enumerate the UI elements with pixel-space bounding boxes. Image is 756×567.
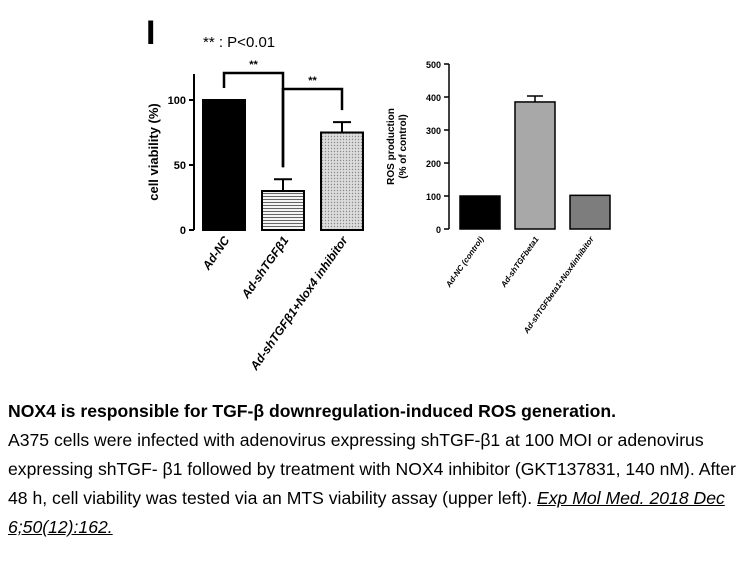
caption-body: A375 cells were infected with adenovirus… xyxy=(8,430,736,508)
ros-production-chart: 0 100 200 300 400 500 ROS production(% of cont… xyxy=(386,60,611,336)
caption-citation[interactable]: Exp Mol Med. 2018 Dec 6;50(12):162. xyxy=(8,488,725,537)
category-label: Ad-NC xyxy=(199,233,233,273)
y-tick-label: 100 xyxy=(426,192,441,202)
y-tick-label: 0 xyxy=(436,225,441,235)
caption-title: NOX4 is responsible for TGF-β downregula… xyxy=(8,401,616,421)
significance-bracket xyxy=(281,87,344,168)
y-tick-label: 300 xyxy=(426,126,441,136)
bar xyxy=(320,131,364,231)
bar xyxy=(459,195,501,230)
bar xyxy=(202,99,246,231)
cell-viability-chart: 0 50 100 cell viability (%) Ad-NC Ad-shTGFβ1A… xyxy=(146,59,364,374)
figure-caption: NOX4 is responsible for TGF-β downregula… xyxy=(8,397,753,542)
significance-note: ** : P<0.01 xyxy=(203,34,276,51)
y-axis-label: ROS production(% of control) xyxy=(386,108,409,185)
y-tick-label: 400 xyxy=(426,93,441,103)
category-label: Ad-NC (control) xyxy=(444,235,486,290)
significance-label: ** xyxy=(249,59,258,71)
y-tick-label: 0 xyxy=(180,225,186,237)
category-label: Ad-shTGFβ1 xyxy=(238,233,292,301)
y-axis-label-line: (% of control) xyxy=(398,114,409,178)
y-tick-label: 50 xyxy=(174,160,186,172)
panel-letter: I xyxy=(146,14,156,52)
category-label: Ad-shTGFbeta1 xyxy=(499,235,541,290)
y-axis-label: cell viability (%) xyxy=(146,103,161,201)
bar xyxy=(261,190,305,231)
y-axis-label-line: cell viability (%) xyxy=(146,103,161,201)
category-label: Ad-shTGFβ1+Nox4 inhibitor xyxy=(247,233,351,374)
y-axis-label-line: ROS production xyxy=(386,108,397,185)
y-tick-label: 500 xyxy=(426,60,441,70)
bar xyxy=(569,194,611,230)
significance-label: ** xyxy=(308,75,317,87)
y-tick-label: 200 xyxy=(426,159,441,169)
bar xyxy=(514,101,556,230)
y-tick-label: 100 xyxy=(168,95,186,107)
